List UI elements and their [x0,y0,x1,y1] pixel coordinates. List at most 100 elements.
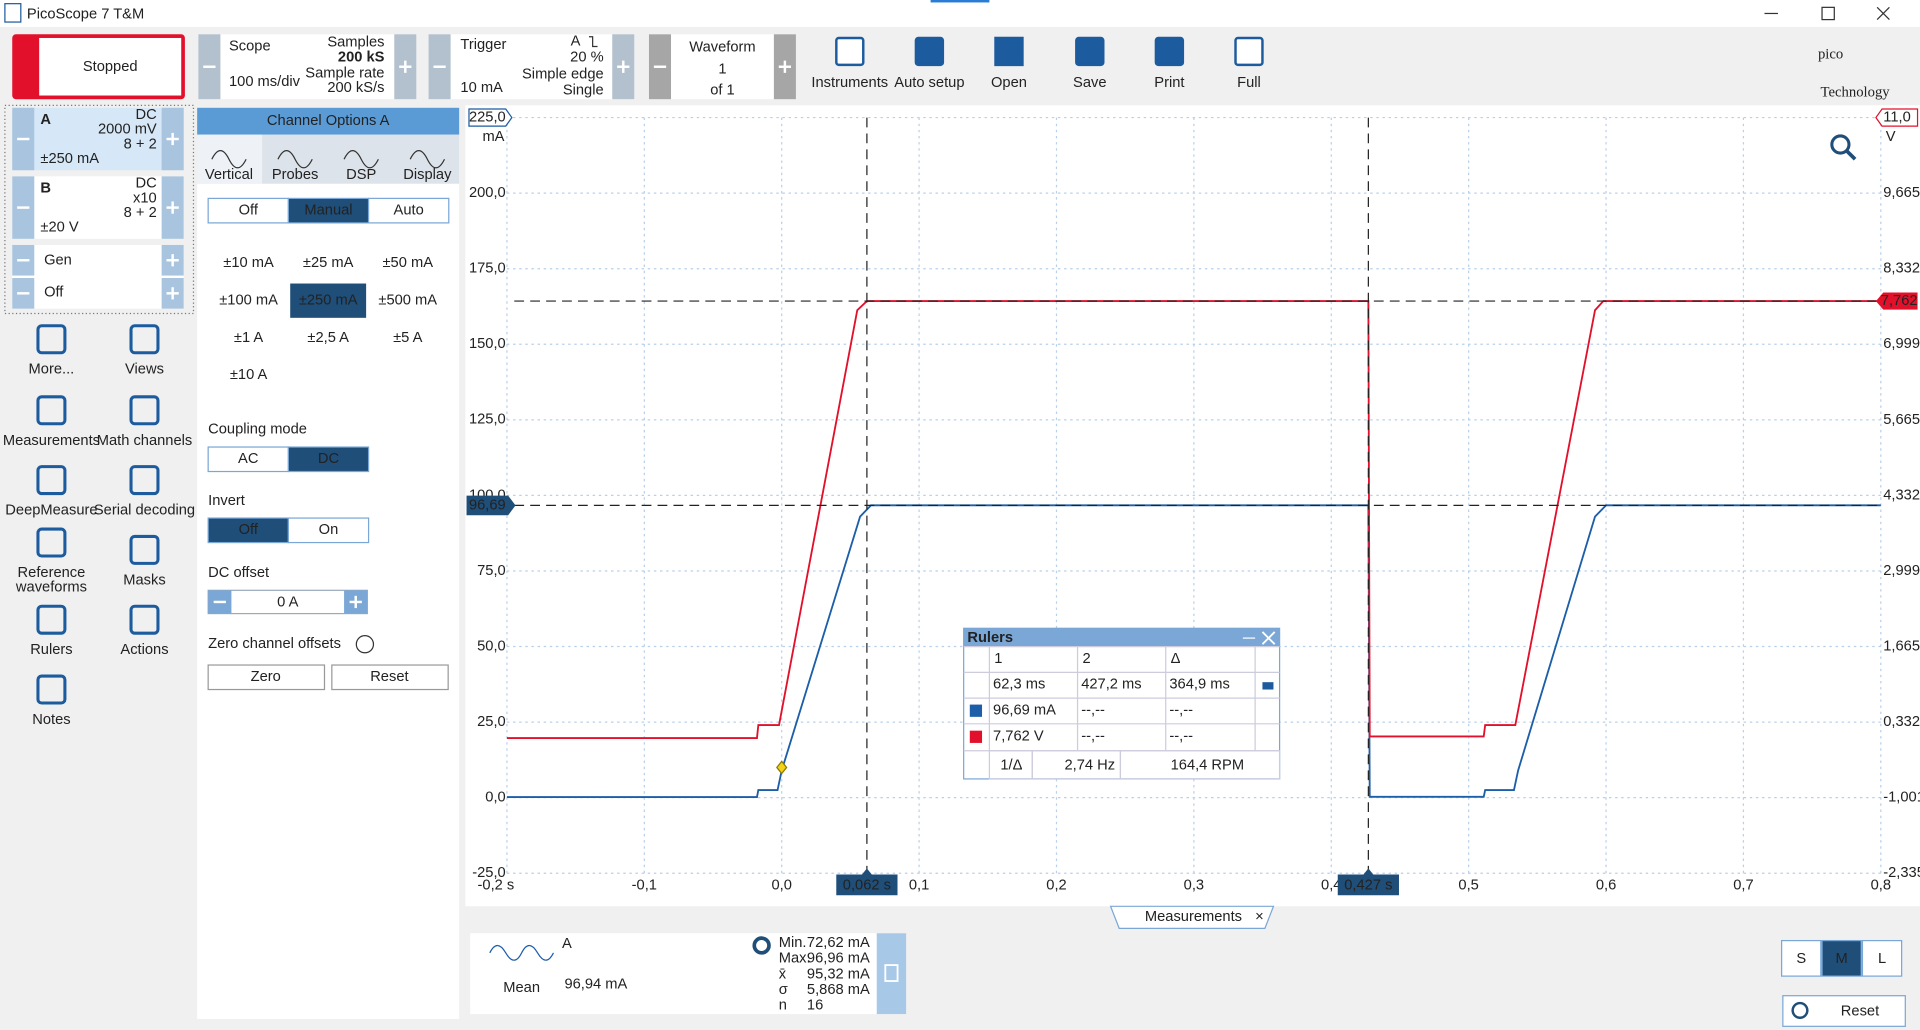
lock-icon [1262,682,1274,690]
label: 2,74 Hz [1064,757,1115,773]
zoom-icon[interactable] [1830,134,1851,155]
tool-icon [36,527,67,558]
label: ±500 mA [378,293,437,309]
segment-button[interactable] [367,197,450,224]
restore-button[interactable] [1821,6,1835,21]
label: 95,32 mA [807,966,870,982]
waveform-block [648,34,796,100]
label: DC [136,107,158,123]
label: Trigger [460,37,506,53]
y-tick-label: 0,0 [485,790,505,806]
label: Open [991,75,1027,91]
toolbar-icon [835,36,865,67]
tab-icon [211,150,247,169]
zero-button[interactable] [331,664,449,691]
label: Sample rate [305,65,384,81]
tool-icon [129,395,160,426]
segment-button[interactable] [207,446,289,473]
x-tick-label: 0,0 [772,877,792,893]
label: ±250 mA [299,293,358,309]
label: 200 kS [338,49,385,65]
label: 96,69 mA [993,703,1056,719]
label: Rulers [30,642,72,658]
label: Instruments [811,75,888,91]
size-button[interactable] [1821,939,1862,977]
settings-icon[interactable] [752,936,771,955]
channel-card[interactable] [12,176,184,239]
ruler-label: 7,762 [1881,293,1918,309]
y2-tick-label: 11,0 [1883,109,1910,125]
label: Display [403,167,452,183]
size-button[interactable] [1861,939,1903,977]
label: Auto setup [894,75,964,91]
tab-icon [343,150,379,169]
segment-button[interactable] [287,446,370,473]
trash-icon [884,964,899,982]
label: ±25 mA [303,255,354,271]
y2-tick-label: 5,665 [1883,412,1920,428]
close-button[interactable] [1261,631,1276,645]
x-tick-label: 0,4 [1321,877,1341,893]
channel-card[interactable] [12,107,184,171]
label: --,-- [1169,703,1193,719]
label: --,-- [1169,729,1193,745]
tool-icon [36,604,67,635]
label: 16 [807,998,823,1014]
label: Measurements [3,433,100,449]
reset-button[interactable] [1782,995,1906,1027]
segment-button[interactable] [287,197,370,224]
y2-tick-label: -1,001 [1883,790,1920,806]
ruler-label: 0,062 s [843,877,891,893]
y2-tick-label: 2,999 [1883,563,1920,579]
label: Min. [779,935,807,951]
y2-tick-label: 8,332 [1883,261,1920,277]
trace [506,300,1881,739]
label: n [779,998,787,1014]
label: ±1 A [234,330,263,346]
label: 100 ms/div [229,74,301,90]
size-button[interactable] [1781,939,1822,977]
delete-strip[interactable] [876,933,907,1015]
label: 8 + 2 [124,136,157,152]
label: 62,3 ms [993,676,1045,692]
logo: pico [1818,46,1843,62]
zero-button[interactable] [207,664,326,691]
x-tick-label: 0,1 [909,877,929,893]
segment-button[interactable] [207,517,289,544]
trigger-edge-icon [588,36,598,48]
measurements-tab[interactable] [1109,905,1275,929]
ruler-label: 96,69 [469,497,506,513]
label: 427,2 ms [1081,676,1141,692]
axis-top-box [1875,108,1919,127]
range-button[interactable] [290,283,367,318]
label: Reset [1841,1004,1879,1020]
label: 7,762 V [993,729,1044,745]
label: DeepMeasure [5,503,97,519]
label: 1/Δ [1000,757,1022,773]
label: Full [1237,75,1261,91]
label: Waveform [689,40,755,56]
y-tick-label: 25,0 [477,714,506,730]
tool-icon [129,465,160,496]
label: Save [1073,75,1106,91]
label: ±10 A [230,367,268,383]
options-panel [197,107,460,1019]
label: Zero [251,669,281,685]
segment-button[interactable] [287,517,370,544]
tab-icon [409,150,446,169]
label: Reset [370,669,408,685]
info-icon [355,635,375,654]
reset-icon [1791,1001,1809,1019]
x-tick-label: 0,6 [1596,877,1616,893]
sine-icon [489,944,555,961]
close-button[interactable] [1876,6,1890,21]
label: Views [125,362,164,378]
trigger-marker [776,760,788,775]
segment-button[interactable] [207,197,289,224]
label: Measurements [1145,909,1242,925]
label: 164,4 RPM [1171,757,1244,773]
label: DC [318,451,340,467]
label: Samples [327,35,384,51]
tab-icon [277,150,313,169]
